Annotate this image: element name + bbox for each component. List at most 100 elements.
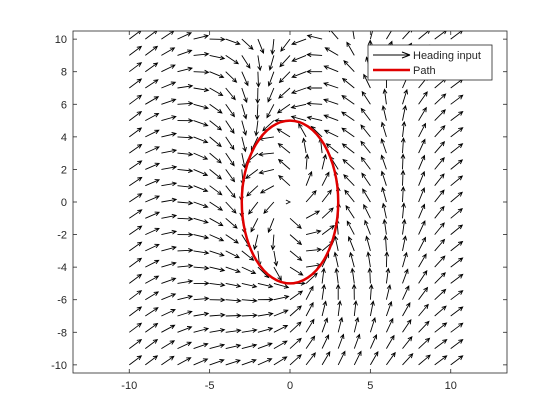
quiver-arrow: [341, 77, 355, 89]
quiver-arrow: [305, 210, 321, 219]
path-layer: [240, 119, 340, 285]
quiver-arrow: [360, 107, 371, 121]
quiver-arrow: [177, 32, 193, 40]
quiver-arrow: [193, 120, 209, 127]
quiver-arrow: [273, 325, 289, 333]
quiver-arrow: [270, 39, 276, 56]
quiver-arrow: [145, 291, 160, 301]
quiver-arrow: [337, 300, 342, 317]
quiver-arrow: [161, 64, 176, 73]
legend-box: [367, 44, 493, 81]
quiver-arrow: [209, 282, 226, 288]
quiver-arrow: [145, 195, 161, 203]
quiver-arrow: [161, 277, 177, 284]
quiver-arrow: [434, 355, 448, 366]
quiver-arrow: [434, 305, 447, 317]
quiver-arrow: [145, 96, 160, 105]
quiver-arrow: [177, 151, 194, 157]
quiver-arrow: [352, 31, 355, 40]
quiver-arrow: [450, 31, 463, 40]
quiver-arrow: [351, 283, 357, 300]
quiver-arrow: [161, 98, 177, 105]
quiver-arrow: [402, 268, 409, 284]
quiver-arrow: [254, 104, 260, 121]
quiver-arrow: [252, 234, 259, 251]
quiver-arrow: [418, 286, 429, 300]
quiver-arrow: [341, 95, 355, 105]
quiver-arrow: [177, 118, 194, 124]
quiver-arrow: [363, 203, 371, 219]
quiver-arrow: [270, 234, 276, 251]
quiver-arrow: [450, 290, 464, 301]
quiver-arrow: [129, 94, 143, 105]
quiver-arrow: [346, 41, 355, 56]
quiver-arrow: [401, 218, 407, 235]
quiver-arrow: [402, 335, 413, 349]
quiver-arrow: [280, 38, 291, 52]
quiver-arrow: [360, 124, 371, 138]
quiver-arrow: [418, 187, 426, 203]
quiver-arrow: [400, 137, 406, 154]
quiver-arrow: [278, 175, 291, 187]
quiver-arrow: [400, 185, 406, 203]
quiver-arrow: [161, 355, 175, 366]
quiver-arrow: [257, 38, 265, 55]
quiver-arrow: [161, 47, 176, 56]
quiver-arrow: [225, 87, 236, 101]
quiver-arrow: [241, 298, 258, 303]
quiver-arrow: [145, 227, 160, 236]
quiver-arrow: [289, 354, 302, 366]
quiver-arrow: [145, 259, 160, 268]
quiver-arrow: [361, 172, 371, 186]
quiver-arrow: [305, 170, 313, 186]
quiver-arrow: [365, 235, 371, 252]
quiver-arrow: [225, 38, 241, 46]
quiver-arrow: [241, 55, 251, 69]
quiver-arrow: [209, 71, 225, 79]
quiver-arrow: [402, 31, 413, 40]
quiver-arrow: [321, 224, 335, 235]
quiver-arrow: [145, 338, 159, 349]
quiver-arrow: [254, 120, 259, 137]
quiver-arrow: [450, 338, 464, 349]
quiver-arrow: [434, 338, 448, 349]
quiver-arrow: [276, 103, 291, 114]
y-tick-label: 10: [55, 34, 67, 46]
quiver-arrow: [267, 71, 275, 87]
quiver-arrow: [177, 326, 193, 333]
quiver-arrow: [241, 250, 255, 261]
quiver-arrow: [418, 91, 428, 105]
quiver-arrow: [337, 350, 346, 366]
y-tick-label: 6: [61, 99, 67, 111]
quiver-arrow: [193, 296, 210, 302]
quiver-arrow: [321, 300, 328, 317]
quiver-arrow: [278, 71, 291, 84]
quiver-arrow: [225, 250, 241, 259]
quiver-arrow: [193, 69, 210, 75]
quiver-arrow: [401, 120, 407, 137]
quiver-arrow: [337, 316, 344, 333]
quiver-arrow: [450, 159, 464, 170]
quiver-arrow: [289, 250, 303, 261]
quiver-arrow: [325, 143, 339, 154]
quiver-arrow: [301, 137, 307, 154]
quiver-arrow: [334, 267, 340, 284]
quiver-arrow: [368, 283, 374, 300]
quiver-arrow: [290, 103, 307, 110]
quiver-arrow: [267, 218, 275, 234]
quiver-arrow: [434, 255, 446, 268]
quiver-arrow: [193, 201, 209, 208]
quiver-arrow: [161, 132, 178, 138]
quiver-arrow: [273, 250, 279, 267]
quiver-arrow: [349, 251, 355, 268]
quiver-arrow: [418, 154, 426, 170]
quiver-arrow: [225, 328, 242, 334]
quiver-arrow: [209, 54, 226, 61]
quiver-arrow: [129, 241, 143, 252]
quiver-arrow: [161, 197, 178, 203]
quiver-arrow: [177, 66, 193, 73]
quiver-arrow: [257, 282, 274, 289]
quiver-arrow: [305, 352, 316, 366]
quiver-arrow: [209, 328, 226, 333]
quiver-arrow: [177, 310, 193, 317]
